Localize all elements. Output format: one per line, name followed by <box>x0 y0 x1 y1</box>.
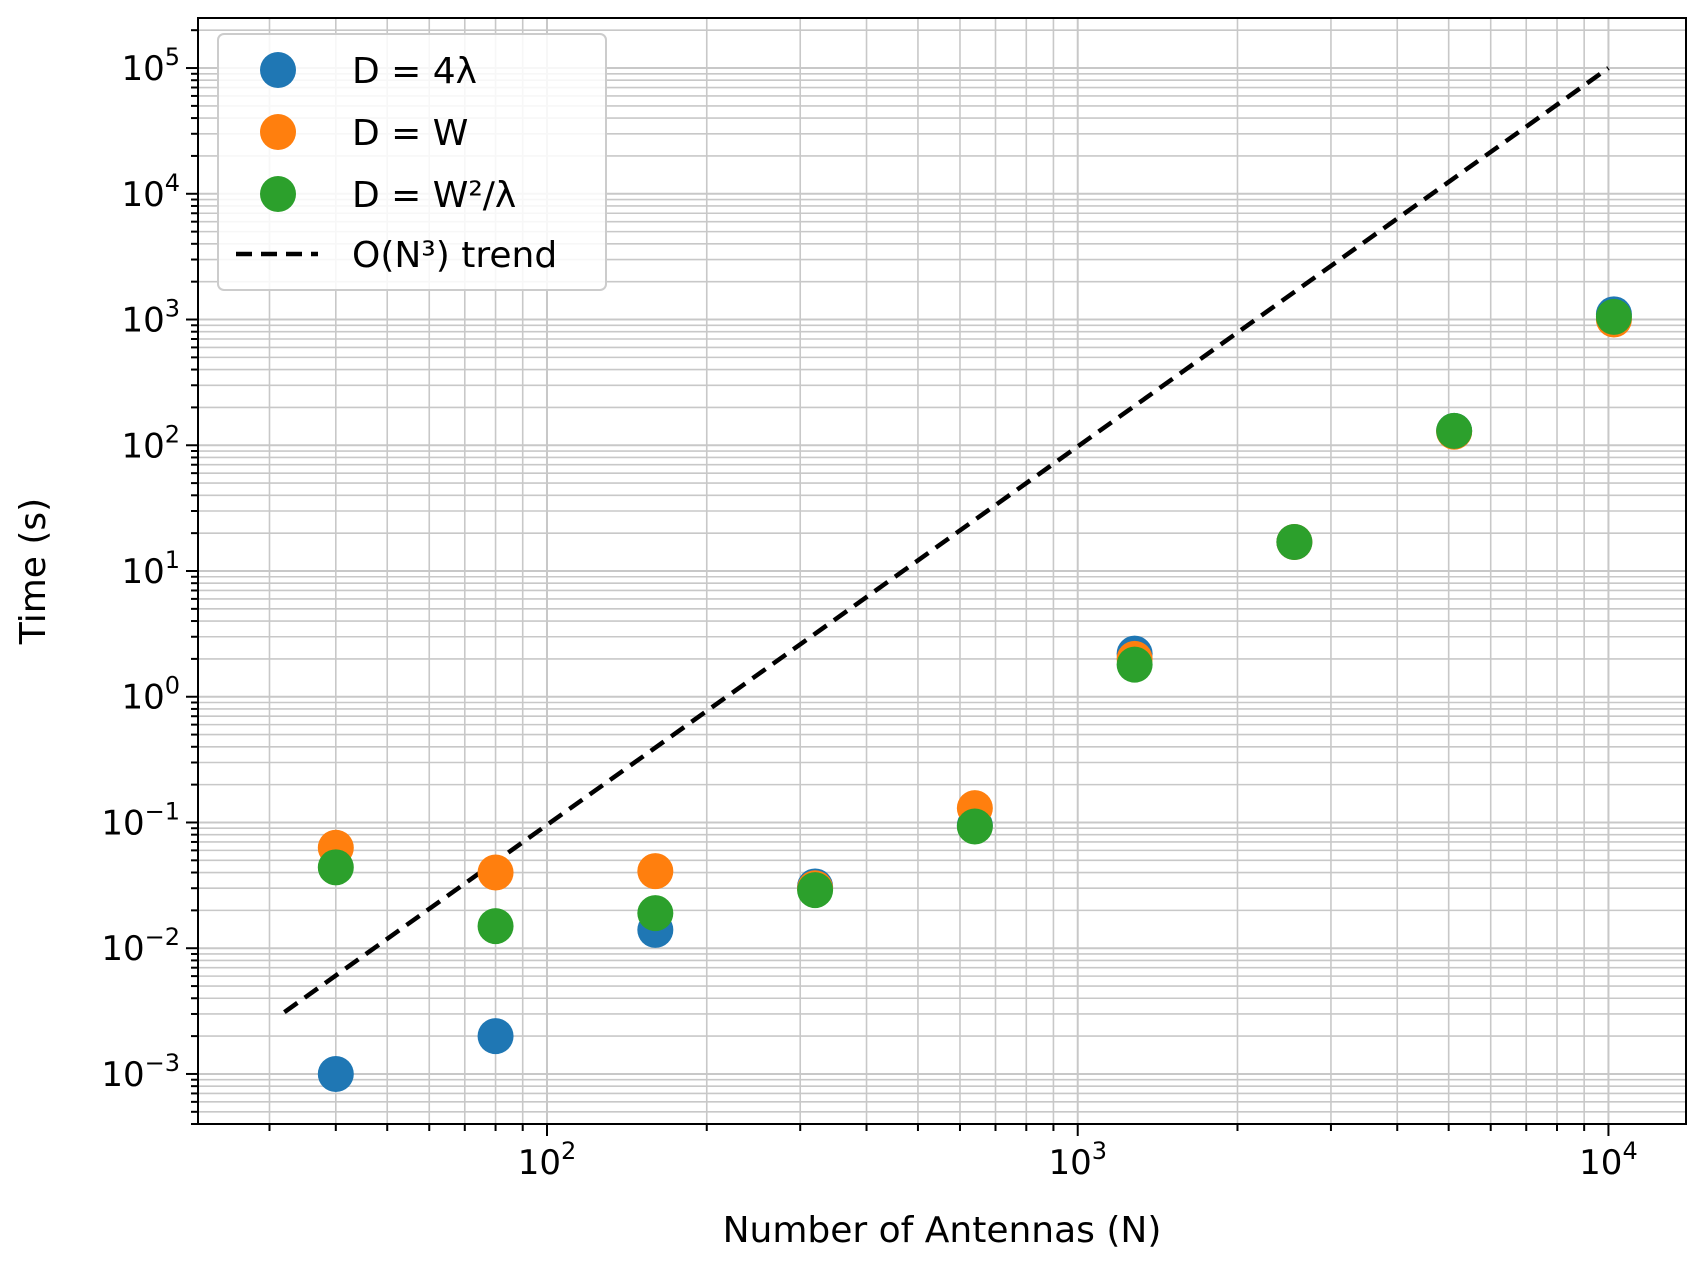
legend: D = 4λ D = W D = W²/λ O(N³) trend <box>217 33 607 291</box>
data-point <box>956 808 993 845</box>
data-point <box>637 853 674 890</box>
legend-box <box>217 33 607 291</box>
y-tick-label: 103 <box>121 295 180 341</box>
y-tick-label: 10−1 <box>101 797 180 843</box>
legend-label: D = W²/λ <box>352 175 516 216</box>
trend-line-layer <box>283 66 1610 1015</box>
y-tick-label: 105 <box>121 43 180 89</box>
x-tick-label: 102 <box>518 1137 577 1183</box>
data-point <box>317 1055 354 1092</box>
data-points <box>317 296 1632 1092</box>
y-tick-label: 10−2 <box>101 923 180 969</box>
data-point <box>637 895 674 932</box>
y-tick-label: 104 <box>121 169 180 215</box>
legend-label: O(N³) trend <box>352 235 557 276</box>
series-3 <box>317 298 1632 945</box>
x-tick-label: 103 <box>1048 1137 1107 1183</box>
plot-frame <box>197 17 1687 1125</box>
axis-ticks <box>186 29 1610 1136</box>
y-tick-label: 100 <box>121 672 180 718</box>
data-point <box>477 908 514 945</box>
x-axis-label: Number of Antennas (N) <box>723 1210 1162 1251</box>
y-tick-label: 10−3 <box>101 1049 180 1095</box>
data-point <box>477 854 514 891</box>
data-point <box>1276 524 1313 561</box>
data-point <box>1436 412 1473 449</box>
data-point <box>1595 298 1632 335</box>
legend-label: D = W <box>352 113 468 154</box>
legend-marker <box>260 176 296 212</box>
legend-marker <box>260 52 296 88</box>
y-tick-label: 101 <box>121 546 180 592</box>
trend-line <box>283 66 1610 1015</box>
data-point <box>317 849 354 886</box>
x-tick-label: 104 <box>1579 1137 1638 1183</box>
y-tick-label: 102 <box>121 420 180 466</box>
data-point <box>797 872 834 909</box>
data-point <box>1116 646 1153 683</box>
legend-label: D = 4λ <box>352 51 477 92</box>
legend-marker <box>260 114 296 150</box>
data-point <box>477 1018 514 1055</box>
y-axis-label: Time (s) <box>13 498 54 645</box>
tick-labels: 102 103 104 10−3 10−2 10−1 100 101 102 103 104 105 <box>101 43 1637 1183</box>
